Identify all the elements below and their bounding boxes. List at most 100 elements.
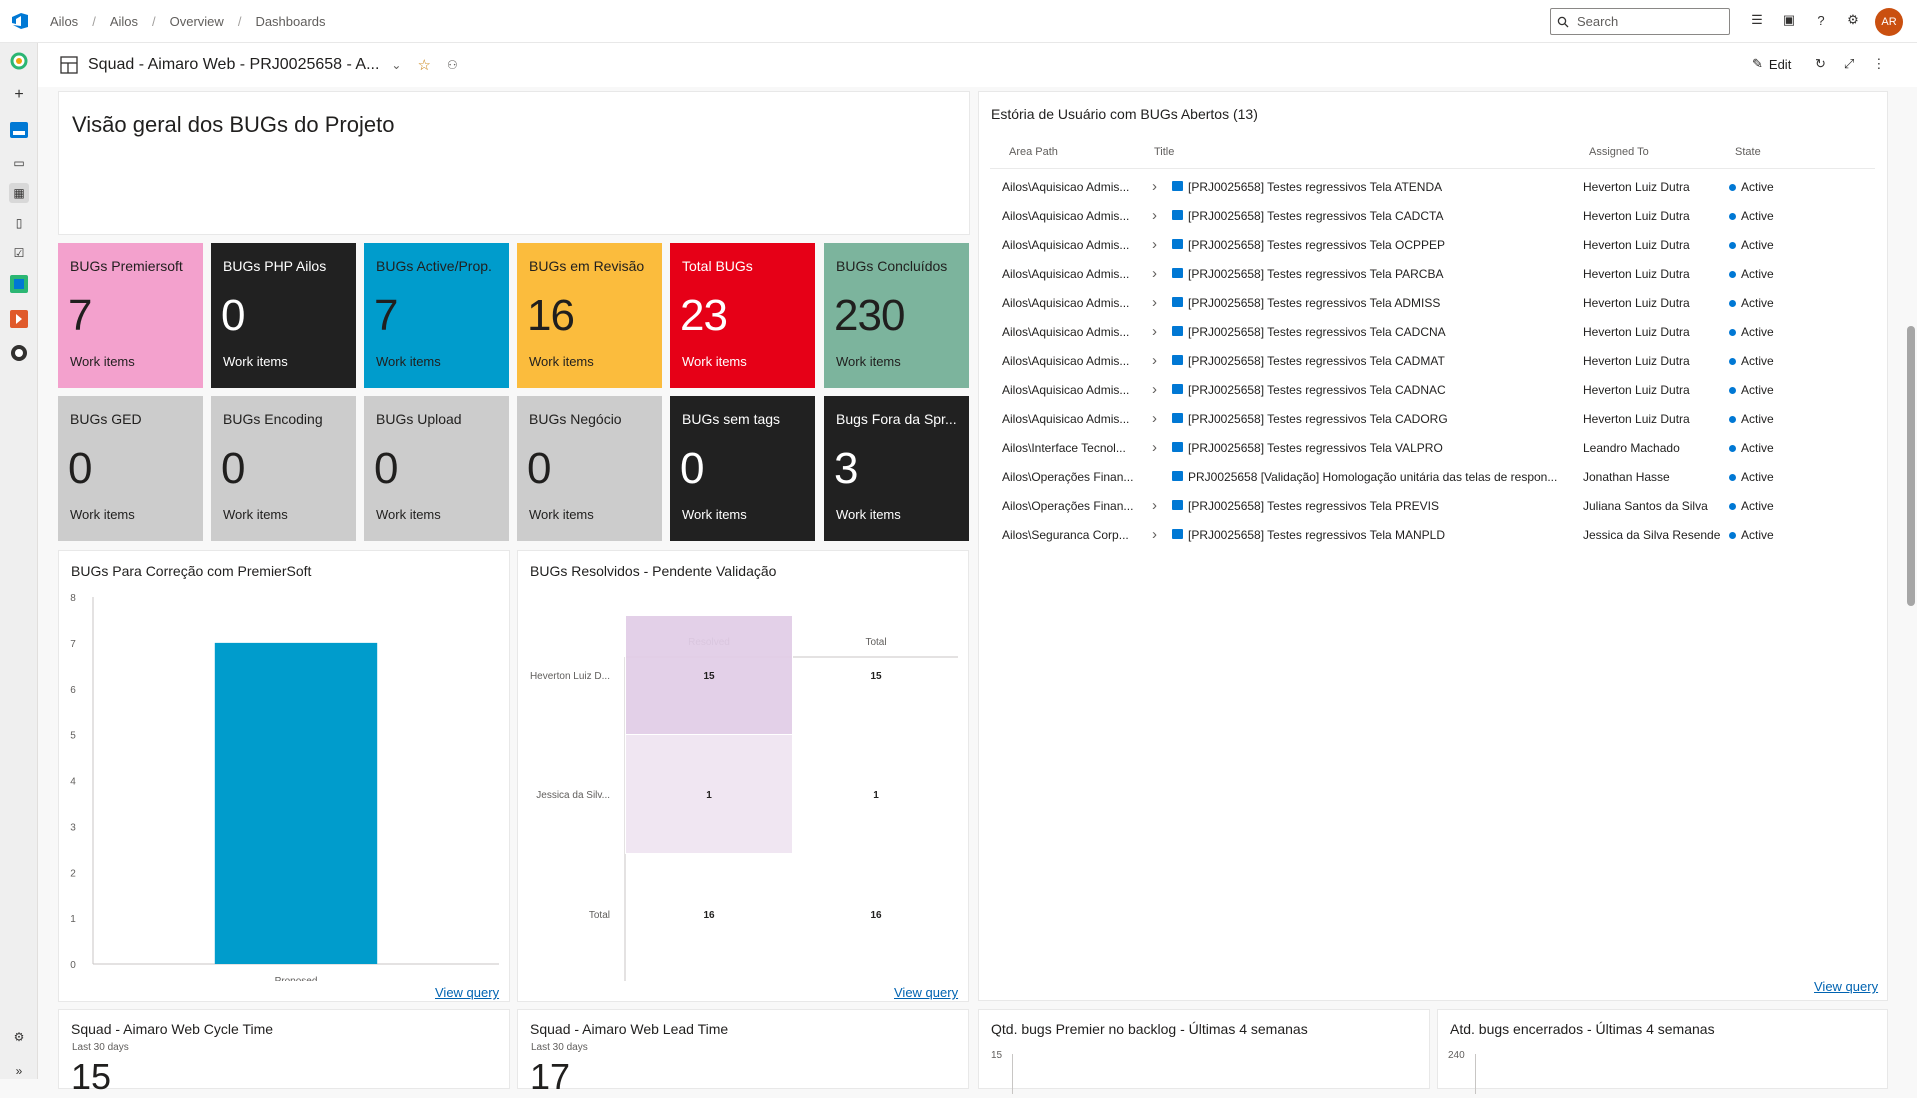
column-header-title[interactable]: Title [1154,146,1175,158]
expand-chevron-icon[interactable]: › [1152,410,1157,427]
expand-chevron-icon[interactable]: › [1152,294,1157,311]
tile-value: 23 [680,291,728,340]
query-tile[interactable]: BUGs em Revisão 16 Work items [517,243,662,388]
repos-icon[interactable] [9,274,29,294]
breadcrumb-item[interactable]: Overview [169,13,224,29]
expand-chevron-icon[interactable]: › [1152,265,1157,282]
title-cell[interactable]: [PRJ0025658] Testes regressivos Tela CAD… [1188,412,1448,426]
boards-icon[interactable]: ☑ [13,246,25,260]
expand-chevron-icon[interactable]: › [1152,207,1157,224]
refresh-icon[interactable]: ↻ [1815,56,1826,71]
table-row[interactable]: Ailos\Aquisicao Admis... › [PRJ0025658] Te… [990,317,1878,346]
title-cell[interactable]: [PRJ0025658] Testes regressivos Tela ATE… [1188,180,1443,194]
title-cell[interactable]: [PRJ0025658] Testes regressivos Tela ADM… [1188,296,1441,310]
search-input[interactable]: Search [1550,8,1730,35]
table-row[interactable]: Ailos\Aquisicao Admis... › [PRJ0025658] Te… [990,288,1878,317]
bar[interactable] [214,642,378,964]
query-tile[interactable]: Total BUGs 23 Work items [670,243,815,388]
summary-icon[interactable]: ▭ [13,156,25,170]
title-cell[interactable]: PRJ0025658 [Validação] Homologação unitá… [1188,470,1558,484]
pivot-view-query-link[interactable]: View query [894,985,959,1000]
task-list-icon[interactable]: ☰ [1751,12,1763,27]
chevron-down-icon[interactable]: ⌄ [391,58,402,72]
title-cell[interactable]: [PRJ0025658] Testes regressivos Tela CAD… [1188,383,1446,397]
query-view-query-link[interactable]: View query [1814,979,1879,994]
query-tile[interactable]: BUGs Encoding 0 Work items [211,396,356,541]
bar-chart-view-query-link[interactable]: View query [435,985,500,1000]
expand-chevron-icon[interactable]: › [1152,323,1157,340]
breadcrumb-item[interactable]: Ailos [109,13,138,29]
title-cell[interactable]: [PRJ0025658] Testes regressivos Tela OCP… [1188,238,1446,252]
table-row[interactable]: Ailos\Interface Tecnol... › [PRJ0025658] T… [990,433,1878,462]
query-tile[interactable]: BUGs Negócio 0 Work items [517,396,662,541]
table-row[interactable]: Ailos\Aquisicao Admis... › [PRJ0025658] Te… [990,346,1878,375]
overview-icon[interactable] [9,120,29,140]
pipelines-icon[interactable] [9,309,29,329]
fullscreen-icon[interactable]: ⤢ [1843,56,1855,71]
breadcrumb-item[interactable]: Ailos [50,13,79,29]
expand-chevron-icon[interactable]: › [1152,439,1157,456]
table-row[interactable]: Ailos\Operações Finan... PRJ0025658 [Vali… [990,462,1878,491]
edit-button[interactable]: ✎ Edit [1752,56,1791,72]
dashboards-icon[interactable]: ▦ [9,183,29,203]
scrollbar[interactable] [1907,86,1915,1079]
premier-backlog-title: Qtd. bugs Premier no backlog - Últimas 4… [991,1021,1308,1037]
query-tile[interactable]: BUGs Concluídos 230 Work items [824,243,969,388]
state-cell: Active [1741,325,1774,339]
query-tile[interactable]: BUGs sem tags 0 Work items [670,396,815,541]
query-tile[interactable]: BUGs PHP Ailos 0 Work items [211,243,356,388]
expand-nav-icon[interactable]: » [15,1064,23,1078]
title-cell[interactable]: [PRJ0025658] Testes regressivos Tela CAD… [1188,354,1445,368]
title-cell[interactable]: [PRJ0025658] Testes regressivos Tela CAD… [1188,325,1446,339]
avatar[interactable]: AR [1875,8,1903,36]
shopping-bag-icon[interactable]: ▣ [1782,12,1796,27]
project-icon[interactable] [9,51,29,71]
title-cell[interactable]: [PRJ0025658] Testes regressivos Tela PAR… [1188,267,1444,281]
table-row[interactable]: Ailos\Aquisicao Admis... › [PRJ0025658] Te… [990,201,1878,230]
help-icon[interactable]: ? [1817,12,1825,28]
dashboard-title[interactable]: Squad - Aimaro Web - PRJ0025658 - A... [88,56,380,73]
expand-chevron-icon[interactable]: › [1152,236,1157,253]
query-widget-title: Estória de Usuário com BUGs Abertos (13) [991,106,1258,122]
pivot-cell[interactable] [625,734,793,854]
title-cell[interactable]: [PRJ0025658] Testes regressivos Tela PRE… [1188,499,1440,513]
table-row[interactable]: Ailos\Aquisicao Admis... › [PRJ0025658] Te… [990,172,1878,201]
y-tick-label: 7 [70,639,76,650]
table-row[interactable]: Ailos\Seguranca Corp... › [PRJ0025658] Tes… [990,520,1878,549]
expand-chevron-icon[interactable]: › [1152,497,1157,514]
expand-chevron-icon[interactable]: › [1152,381,1157,398]
query-tile[interactable]: Bugs Fora da Spr... 3 Work items [824,396,969,541]
user-story-icon [1172,413,1183,423]
table-row[interactable]: Ailos\Aquisicao Admis... › [PRJ0025658] Te… [990,230,1878,259]
title-cell[interactable]: [PRJ0025658] Testes regressivos Tela MAN… [1188,528,1446,542]
azure-devops-logo-icon[interactable] [0,0,40,43]
column-header-area-path[interactable]: Area Path [1009,146,1058,158]
add-icon[interactable]: + [14,86,24,103]
scrollbar-thumb[interactable] [1907,326,1915,606]
query-tile[interactable]: BUGs Upload 0 Work items [364,396,509,541]
table-row[interactable]: Ailos\Operações Finan... › [PRJ0025658] Te… [990,491,1878,520]
pivot-cell[interactable] [625,615,793,735]
expand-chevron-icon[interactable]: › [1152,178,1157,195]
query-tile[interactable]: BUGs GED 0 Work items [58,396,203,541]
artifacts-icon[interactable] [9,343,29,363]
table-row[interactable]: Ailos\Aquisicao Admis... › [PRJ0025658] Te… [990,404,1878,433]
user-settings-icon[interactable]: ⚙ [1847,12,1859,27]
wiki-icon[interactable]: ▯ [15,216,23,230]
table-row[interactable]: Ailos\Aquisicao Admis... › [PRJ0025658] Te… [990,375,1878,404]
breadcrumb-item[interactable]: Dashboards [255,13,326,29]
query-tile[interactable]: BUGs Premiersoft 7 Work items [58,243,203,388]
column-header-state[interactable]: State [1735,146,1761,158]
settings-icon[interactable]: ⚙ [13,1030,25,1044]
query-tile[interactable]: BUGs Active/Prop. 7 Work items [364,243,509,388]
favorite-star-icon[interactable]: ☆ [417,57,431,74]
table-row[interactable]: Ailos\Aquisicao Admis... › [PRJ0025658] Te… [990,259,1878,288]
more-options-icon[interactable]: ⋮ [1872,56,1886,71]
team-icon[interactable]: ⚇ [446,58,458,72]
expand-chevron-icon[interactable]: › [1152,526,1157,543]
column-header-assigned-to[interactable]: Assigned To [1589,146,1649,158]
expand-chevron-icon[interactable]: › [1152,352,1157,369]
title-cell[interactable]: [PRJ0025658] Testes regressivos Tela CAD… [1188,209,1444,223]
title-cell[interactable]: [PRJ0025658] Testes regressivos Tela VAL… [1188,441,1443,455]
pivot-cell-value: 15 [870,671,882,682]
